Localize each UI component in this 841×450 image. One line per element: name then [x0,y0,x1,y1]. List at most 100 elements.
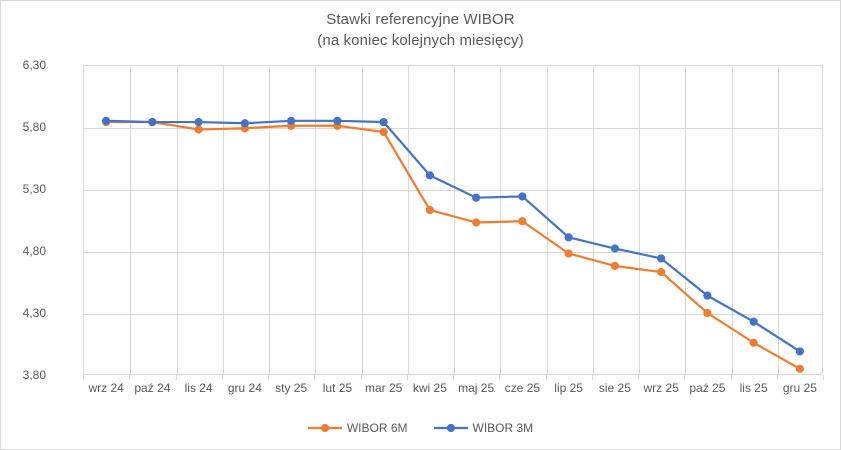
y-axis-tick-label: 3,80 [22,368,46,382]
gridline-vertical [176,66,178,374]
gridline-horizontal [84,314,822,315]
gridline-vertical [731,66,733,374]
x-axis-tick-label: lis 24 [184,381,213,395]
legend-swatch-icon [307,423,342,433]
legend-label: WIBOR 6M [346,421,408,435]
x-axis-tickmark [175,375,177,380]
chart-title: Stawki referencyjne WIBOR [326,11,515,28]
data-point-marker[interactable] [518,192,527,201]
data-point-marker[interactable] [379,117,388,127]
chart-title-block: Stawki referencyjne WIBOR (na koniec kol… [1,9,840,51]
data-point-marker[interactable] [287,116,296,125]
gridline-horizontal [84,190,822,191]
x-axis-tick-label: lip 25 [554,381,583,395]
x-axis-tickmark [360,375,362,380]
y-axis-tick-label: 5,30 [22,182,46,196]
data-point-marker[interactable] [240,119,249,128]
chart-subtitle: (na koniec kolejnych miesięcy) [317,32,524,49]
gridline-vertical [361,66,363,374]
data-point-marker[interactable] [472,218,481,227]
data-point-marker[interactable] [564,249,573,258]
x-axis-tickmark [638,375,639,380]
data-point-marker[interactable] [703,308,712,318]
data-point-marker[interactable] [194,117,203,127]
x-axis-tick-label: lis 25 [739,381,768,395]
y-axis-tick-label: 4,30 [22,306,46,320]
data-point-marker[interactable] [657,267,666,277]
y-axis-tick-label: 5,80 [22,120,46,134]
y-axis-tick-label: 4,80 [22,244,46,258]
x-axis-tickmark [823,375,824,380]
gridline-vertical [407,66,409,374]
data-point-marker[interactable] [657,254,666,263]
data-point-marker[interactable] [795,364,804,373]
gridline-vertical [315,66,317,374]
x-axis-tick-label: cze 25 [504,381,541,395]
series-layer [102,116,804,373]
x-axis-tickmark [453,375,454,380]
gridline-vertical [222,66,224,374]
x-axis-tick-label: mar 25 [364,381,403,395]
gridline-vertical [685,66,687,374]
gridline-vertical [639,66,640,374]
data-point-marker[interactable] [148,117,157,127]
x-axis-tick-label: kwi 25 [412,381,447,395]
gridline-vertical [130,66,132,374]
data-point-marker[interactable] [564,233,573,242]
data-point-marker[interactable] [749,317,758,326]
x-axis-tick-label: paź 25 [689,381,726,395]
x-axis-tick-label: lut 25 [322,381,353,395]
series-line [105,120,801,370]
gridline-horizontal [84,252,822,253]
data-point-marker[interactable] [333,116,342,125]
gridline-vertical [546,66,548,374]
data-point-marker[interactable] [425,171,434,180]
x-axis-tick-label: wrz 24 [88,381,124,395]
gridline-vertical [777,66,779,374]
x-axis-tick-label: wrz 25 [643,381,679,395]
y-axis-tick-label: 6,30 [22,58,46,72]
x-axis-tick-label: gru 25 [782,381,817,395]
data-point-marker[interactable] [102,116,111,125]
x-axis-tickmark [684,375,686,380]
x-axis-tick-label: paź 24 [134,381,171,395]
x-axis-tickmark [776,375,778,380]
chart-legend: WIBOR 6M WIBOR 3M [1,421,840,435]
x-axis-tickmark [83,375,84,380]
data-point-marker[interactable] [703,291,712,300]
data-point-marker[interactable] [472,193,481,202]
legend-item[interactable]: WIBOR 3M [433,421,534,435]
data-point-marker[interactable] [610,244,619,253]
x-axis-tickmark [545,375,547,380]
x-axis-tick-label: maj 25 [458,381,495,395]
gridline-vertical [500,66,502,374]
x-axis-tick-label: sty 25 [275,381,308,395]
x-axis-tickmark [268,375,269,380]
x-axis-tickmark [499,375,501,380]
x-axis-tickmark [730,375,732,380]
data-point-marker[interactable] [749,338,758,347]
gridline-horizontal [84,128,822,129]
x-axis-tick-label: gru 24 [227,381,262,395]
legend-item[interactable]: WIBOR 6M [307,421,408,435]
gridline-vertical [269,66,270,374]
data-point-marker[interactable] [610,261,619,270]
data-point-marker[interactable] [518,217,527,226]
data-point-marker[interactable] [795,347,804,356]
data-point-marker[interactable] [194,125,203,134]
gridline-vertical [454,66,455,374]
x-axis-tickmark [129,375,131,380]
x-axis-tickmark [406,375,408,380]
legend-swatch-icon [433,423,468,433]
x-axis-tick-label: sie 25 [598,381,631,395]
legend-label: WIBOR 3M [472,421,534,435]
x-axis-tickmark [591,375,593,380]
x-axis-tickmark [314,375,316,380]
gridline-vertical [592,66,594,374]
plot-area [83,65,823,375]
data-point-marker[interactable] [379,127,388,137]
series-line [105,119,801,353]
data-point-marker[interactable] [425,205,434,215]
x-axis-tickmark [221,375,223,380]
